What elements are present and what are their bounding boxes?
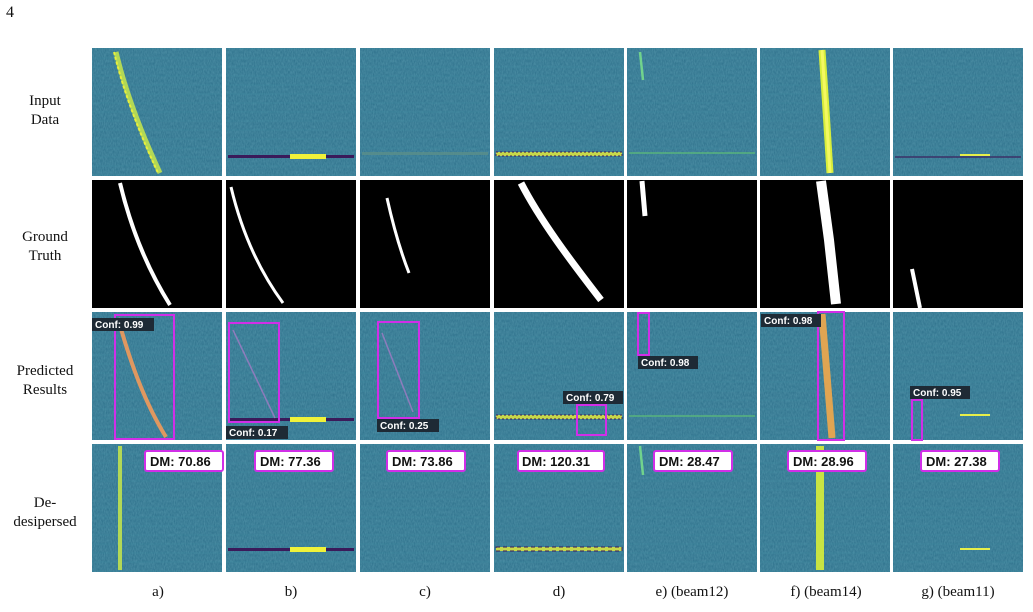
conf-label-d: Conf: 0.79 bbox=[566, 393, 615, 404]
dm-labels: DM: 70.86 DM: 77.36 DM: 73.86 DM: 120.31… bbox=[150, 454, 987, 469]
pred-panel-c bbox=[360, 312, 490, 440]
conf-label-b: Conf: 0.17 bbox=[229, 428, 278, 439]
dm-label-c: DM: 73.86 bbox=[392, 454, 453, 469]
input-panel-d bbox=[494, 48, 624, 176]
truth-panel-f bbox=[760, 180, 890, 308]
input-panel-g bbox=[893, 48, 1023, 176]
conf-label-e: Conf: 0.98 bbox=[641, 358, 690, 369]
dm-label-b: DM: 77.36 bbox=[260, 454, 321, 469]
pred-panel-f bbox=[760, 311, 890, 441]
pred-panel-a bbox=[92, 312, 222, 440]
truth-panel-b bbox=[226, 180, 356, 308]
truth-panel-d bbox=[494, 180, 624, 308]
dm-label-e: DM: 28.47 bbox=[659, 454, 720, 469]
input-row bbox=[92, 48, 1023, 176]
conf-label-a: Conf: 0.99 bbox=[95, 320, 144, 331]
input-panel-f bbox=[760, 48, 890, 176]
dm-label-f: DM: 28.96 bbox=[793, 454, 854, 469]
dd-panel-f bbox=[760, 444, 890, 572]
row-label-dedispersed: De-desipersed bbox=[13, 495, 77, 530]
dd-panel-a bbox=[92, 444, 224, 572]
conf-label-g: Conf: 0.95 bbox=[913, 388, 962, 399]
col-label-g: g) (beam11) bbox=[921, 584, 995, 600]
dd-panel-c bbox=[360, 444, 490, 572]
dm-label-d: DM: 120.31 bbox=[522, 454, 590, 469]
ground-truth-row bbox=[92, 180, 1023, 309]
row-label-ground-truth: Ground Truth bbox=[22, 229, 68, 264]
input-panel-c bbox=[360, 48, 490, 176]
row-label-input: Input Data bbox=[29, 93, 61, 128]
input-panel-a bbox=[92, 48, 222, 176]
dd-panel-g bbox=[893, 444, 1023, 572]
dm-label-a: DM: 70.86 bbox=[150, 454, 211, 469]
truth-panel-e bbox=[627, 180, 757, 308]
conf-label-f: Conf: 0.98 bbox=[764, 316, 813, 327]
dd-panel-e bbox=[627, 444, 757, 572]
pred-panel-g bbox=[893, 312, 1023, 441]
dm-label-g: DM: 27.38 bbox=[926, 454, 987, 469]
col-label-b: b) bbox=[284, 584, 298, 600]
conf-label-c: Conf: 0.25 bbox=[380, 421, 429, 432]
col-label-c: c) bbox=[419, 584, 431, 600]
page-number: 4 bbox=[6, 4, 14, 21]
truth-panel-a bbox=[92, 180, 222, 308]
pred-panel-b bbox=[226, 312, 356, 440]
dedispersed-row bbox=[92, 444, 1023, 572]
dd-panel-b bbox=[226, 444, 356, 572]
truth-panel-g bbox=[893, 180, 1023, 309]
predicted-row bbox=[92, 311, 1023, 441]
col-label-e: e) (beam12) bbox=[655, 584, 729, 600]
row-label-predicted: Predicted Results bbox=[16, 363, 74, 398]
input-panel-e bbox=[627, 48, 757, 176]
col-label-a: a) bbox=[152, 584, 164, 600]
truth-panel-c bbox=[360, 180, 490, 308]
col-label-d: d) bbox=[552, 584, 566, 600]
dd-panel-d bbox=[494, 444, 624, 572]
confidence-labels: Conf: 0.99 Conf: 0.17 Conf: 0.25 Conf: 0… bbox=[95, 316, 962, 439]
input-panel-b bbox=[226, 48, 356, 176]
pred-panel-d bbox=[494, 312, 624, 440]
col-label-f: f) (beam14) bbox=[790, 584, 862, 600]
pred-panel-e bbox=[627, 312, 757, 440]
